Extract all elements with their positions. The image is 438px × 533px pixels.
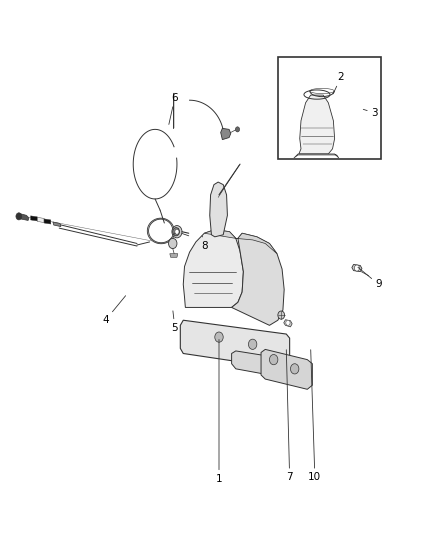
- Text: 1: 1: [215, 340, 223, 484]
- Text: 10: 10: [308, 350, 321, 482]
- Polygon shape: [180, 320, 290, 369]
- Text: 6: 6: [169, 93, 178, 124]
- Circle shape: [169, 238, 177, 248]
- Circle shape: [16, 213, 22, 220]
- Polygon shape: [183, 230, 244, 308]
- Circle shape: [269, 354, 278, 365]
- Polygon shape: [284, 320, 292, 327]
- Text: 8: 8: [201, 236, 208, 251]
- Circle shape: [290, 364, 299, 374]
- Circle shape: [172, 225, 182, 238]
- Polygon shape: [204, 230, 277, 254]
- Polygon shape: [21, 214, 29, 221]
- Polygon shape: [53, 222, 61, 227]
- Circle shape: [286, 320, 290, 325]
- Polygon shape: [299, 95, 335, 154]
- Circle shape: [248, 339, 257, 350]
- Polygon shape: [37, 217, 44, 222]
- Polygon shape: [352, 264, 362, 272]
- Circle shape: [354, 265, 360, 271]
- Polygon shape: [44, 219, 51, 224]
- Polygon shape: [170, 254, 178, 257]
- Bar: [278, 56, 381, 159]
- Circle shape: [175, 229, 179, 235]
- Text: 2: 2: [333, 72, 344, 94]
- Polygon shape: [210, 182, 227, 237]
- Polygon shape: [232, 233, 284, 325]
- Text: 4: 4: [102, 296, 126, 325]
- Circle shape: [278, 311, 285, 319]
- Polygon shape: [232, 351, 294, 378]
- Circle shape: [215, 332, 223, 342]
- Text: 9: 9: [358, 268, 382, 289]
- Polygon shape: [31, 216, 37, 221]
- Polygon shape: [261, 350, 312, 389]
- Text: 3: 3: [363, 108, 378, 118]
- Text: 5: 5: [172, 311, 178, 333]
- Circle shape: [173, 228, 180, 236]
- Text: 7: 7: [286, 350, 293, 482]
- Circle shape: [235, 127, 240, 132]
- Polygon shape: [294, 154, 339, 158]
- Polygon shape: [221, 128, 231, 140]
